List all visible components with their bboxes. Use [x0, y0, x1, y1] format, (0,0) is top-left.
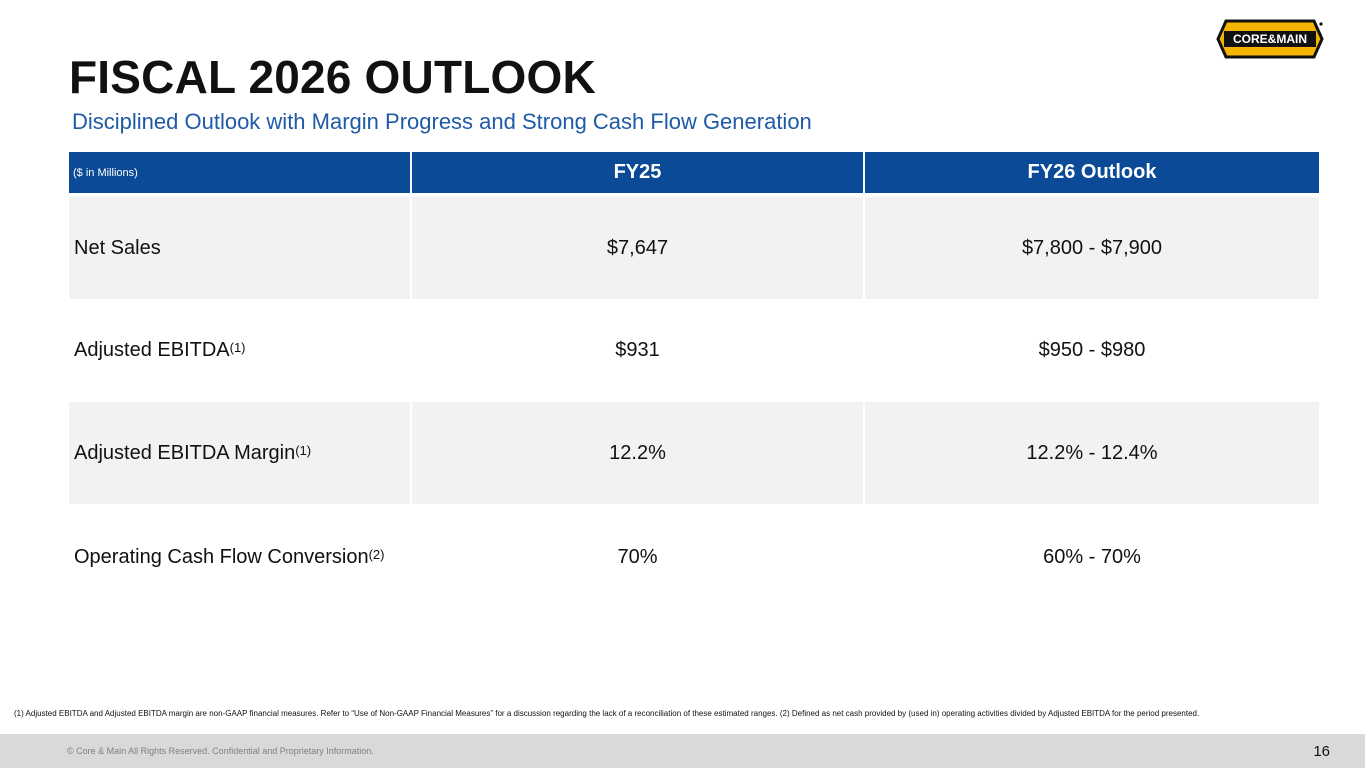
fy25-value: 70%: [617, 545, 658, 568]
footnote: (1) Adjusted EBITDA and Adjusted EBITDA …: [14, 709, 1200, 718]
column-header-fy26-outlook: FY26 Outlook: [865, 152, 1319, 193]
fy26-outlook-value: $950 - $980: [1038, 338, 1146, 361]
page-number: 16: [1313, 743, 1330, 760]
fy25-value: 12.2%: [412, 402, 863, 504]
fy26-outlook-value: $7,800 - $7,900: [865, 197, 1319, 299]
fy26-outlook-value: 60% - 70%: [1043, 545, 1141, 568]
logo-text: CORE&MAIN: [1233, 32, 1307, 46]
row-label: Adjusted EBITDA (1): [74, 338, 246, 361]
page-title: FISCAL 2026 OUTLOOK: [69, 51, 596, 103]
fy25-value: $7,647: [412, 197, 863, 299]
table-row: Net Sales $7,647 $7,800 - $7,900: [69, 197, 1319, 299]
fy26-outlook-value: 12.2% - 12.4%: [865, 402, 1319, 504]
footer-bar: © Core & Main All Rights Reserved. Confi…: [0, 734, 1365, 768]
table-row: Operating Cash Flow Conversion (2) 70% 60…: [69, 506, 1319, 608]
page-subtitle: Disciplined Outlook with Margin Progress…: [72, 109, 812, 134]
core-and-main-logo: CORE&MAIN: [1216, 19, 1324, 59]
fy25-value: $931: [615, 338, 660, 361]
row-label: Operating Cash Flow Conversion (2): [74, 545, 385, 568]
copyright-notice: © Core & Main All Rights Reserved. Confi…: [67, 746, 374, 756]
column-header-units: ($ in Millions): [69, 152, 410, 193]
row-label: Net Sales: [69, 197, 410, 299]
table-row: Adjusted EBITDA Margin (1) 12.2% 12.2% - …: [69, 402, 1319, 504]
row-label: Adjusted EBITDA Margin (1): [69, 402, 410, 504]
column-header-fy25: FY25: [412, 152, 863, 193]
table-row: Adjusted EBITDA (1) $931 $950 - $980: [69, 299, 1319, 401]
